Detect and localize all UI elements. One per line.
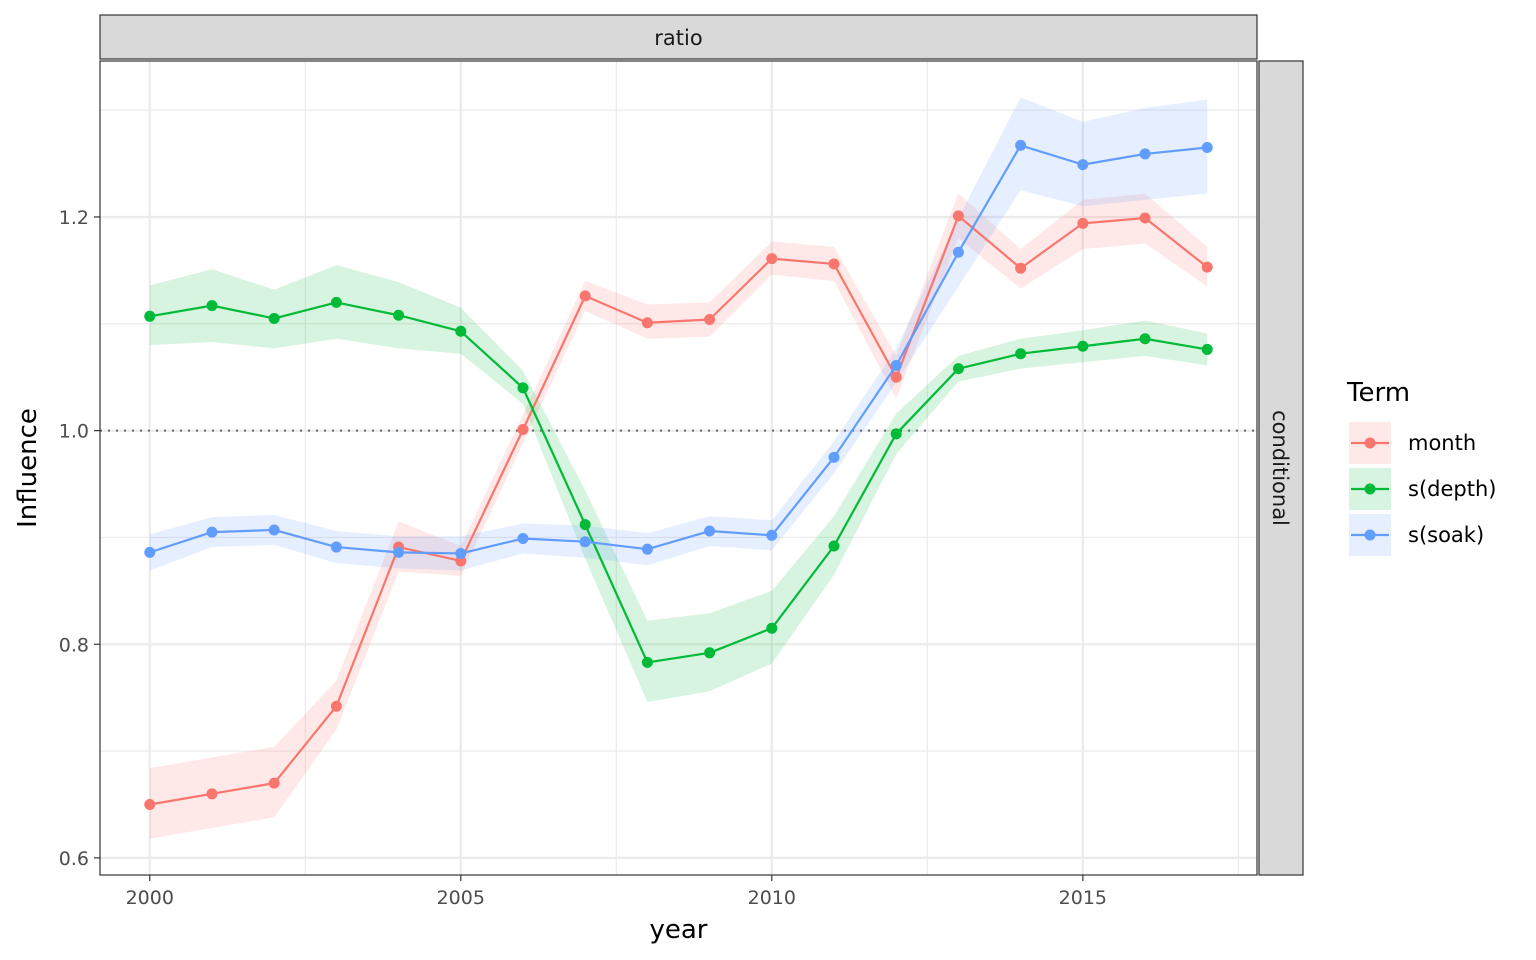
point-s(depth) — [641, 656, 653, 668]
point-s(depth) — [579, 519, 591, 531]
x-tick-label: 2005 — [437, 887, 485, 909]
point-s(soak) — [1015, 139, 1027, 151]
point-s(soak) — [517, 533, 529, 545]
point-month — [330, 700, 342, 712]
point-month — [1201, 261, 1213, 273]
facet-strip-top — [99, 14, 1258, 60]
x-axis-ticks: 2000 2005 2010 2015 — [126, 875, 1107, 909]
plot-panel-border — [99, 60, 1258, 876]
point-s(soak) — [890, 359, 902, 371]
point-s(depth) — [1015, 348, 1027, 360]
x-tick-label: 2015 — [1059, 887, 1107, 909]
x-tick-label: 2010 — [748, 887, 796, 909]
point-month — [144, 798, 156, 810]
point-month — [579, 290, 591, 302]
series-points — [144, 139, 1213, 810]
point-s(depth) — [455, 325, 467, 337]
point-s(depth) — [1077, 340, 1089, 352]
point-s(soak) — [641, 543, 653, 555]
point-s(depth) — [144, 310, 156, 322]
point-s(depth) — [517, 382, 529, 394]
point-month — [828, 258, 840, 270]
point-s(depth) — [330, 296, 342, 308]
point-month — [517, 424, 529, 436]
facet-strip-right — [1258, 60, 1304, 876]
legend-title: Term — [1346, 378, 1410, 408]
point-s(depth) — [393, 309, 405, 321]
legend-key-point — [1364, 529, 1376, 541]
point-s(depth) — [766, 622, 778, 634]
line-month — [149, 214, 1208, 806]
series-lines — [149, 144, 1208, 806]
ribbon-s(depth) — [149, 265, 1208, 702]
plot-panel-background — [100, 61, 1257, 875]
y-axis-title: Influence — [13, 408, 43, 528]
grid-minor — [100, 61, 1257, 875]
point-s(soak) — [206, 526, 218, 538]
point-month — [1139, 212, 1151, 224]
y-tick-label: 1.2 — [59, 207, 89, 229]
x-axis-title: year — [649, 915, 707, 945]
point-s(soak) — [330, 541, 342, 553]
confidence-ribbons — [149, 97, 1208, 839]
point-month — [766, 253, 778, 265]
ribbon-s(soak) — [149, 97, 1208, 571]
point-s(soak) — [766, 529, 778, 541]
point-s(depth) — [1139, 333, 1151, 345]
legend-key-point — [1364, 483, 1376, 495]
point-s(soak) — [828, 451, 840, 463]
line-s(depth) — [149, 301, 1208, 664]
point-s(depth) — [1201, 343, 1213, 355]
ribbon-month — [149, 193, 1208, 839]
line-s(soak) — [149, 144, 1208, 555]
point-month — [890, 371, 902, 383]
point-s(depth) — [268, 312, 280, 324]
point-s(soak) — [704, 525, 716, 537]
point-month — [641, 317, 653, 329]
x-tick-label: 2000 — [126, 887, 174, 909]
facet-strip-top-label: ratio — [654, 26, 702, 50]
legend-key-point — [1364, 437, 1376, 449]
y-axis-ticks: 0.6 0.8 1.0 1.2 — [59, 207, 100, 870]
point-s(depth) — [704, 647, 716, 659]
point-s(soak) — [952, 246, 964, 258]
legend-items: month s(depth) s(soak) — [1349, 422, 1496, 556]
point-s(soak) — [268, 524, 280, 536]
point-s(depth) — [890, 428, 902, 440]
y-tick-label: 0.8 — [59, 634, 89, 656]
grid-major — [100, 61, 1257, 875]
legend: Term month s(depth) s(soak) — [1346, 378, 1496, 556]
point-s(soak) — [393, 546, 405, 558]
legend-label: s(soak) — [1408, 523, 1484, 547]
point-month — [206, 788, 218, 800]
point-month — [1077, 217, 1089, 229]
y-tick-label: 0.6 — [59, 848, 89, 870]
point-s(soak) — [1201, 142, 1213, 154]
point-s(soak) — [1139, 148, 1151, 160]
legend-label: month — [1408, 431, 1476, 455]
point-month — [704, 314, 716, 326]
facet-strip-right-label: conditional — [1268, 410, 1292, 526]
point-month — [952, 210, 964, 222]
point-s(soak) — [1077, 159, 1089, 171]
point-s(depth) — [206, 300, 218, 312]
point-s(depth) — [952, 363, 964, 375]
point-s(depth) — [828, 540, 840, 552]
point-month — [268, 777, 280, 789]
y-tick-label: 1.0 — [59, 421, 89, 443]
point-month — [1015, 262, 1027, 274]
point-s(soak) — [144, 546, 156, 558]
legend-label: s(depth) — [1408, 477, 1496, 501]
point-s(soak) — [579, 536, 591, 548]
point-s(soak) — [455, 547, 467, 559]
